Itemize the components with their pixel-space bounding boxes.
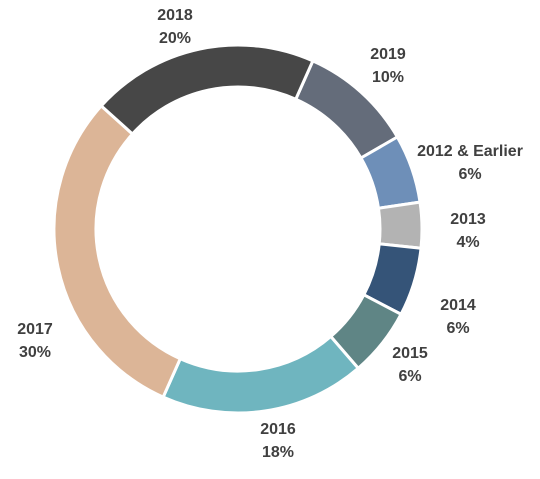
segment-label: 2019	[370, 46, 406, 63]
segment-label: 2016	[260, 421, 296, 438]
donut-segment	[99, 43, 315, 137]
donut-segment	[376, 200, 424, 250]
segment-label: 2013	[450, 211, 486, 228]
segment-value-label: 30%	[19, 344, 51, 361]
segment-value-label: 6%	[446, 320, 469, 337]
segment-value-label: 20%	[159, 30, 191, 47]
segment-value-label: 6%	[398, 368, 421, 385]
segment-label: 2015	[392, 345, 428, 362]
donut-segment	[161, 334, 361, 415]
segment-label: 2017	[17, 321, 53, 338]
segment-value-label: 18%	[262, 444, 294, 461]
segment-value-label: 10%	[372, 69, 404, 86]
segment-value-label: 6%	[458, 166, 481, 183]
segment-label: 2012 & Earlier	[417, 143, 523, 160]
donut-segment	[52, 103, 183, 400]
segment-value-label: 4%	[456, 234, 479, 251]
segment-label: 2018	[157, 7, 193, 24]
segment-label: 2014	[440, 297, 476, 314]
